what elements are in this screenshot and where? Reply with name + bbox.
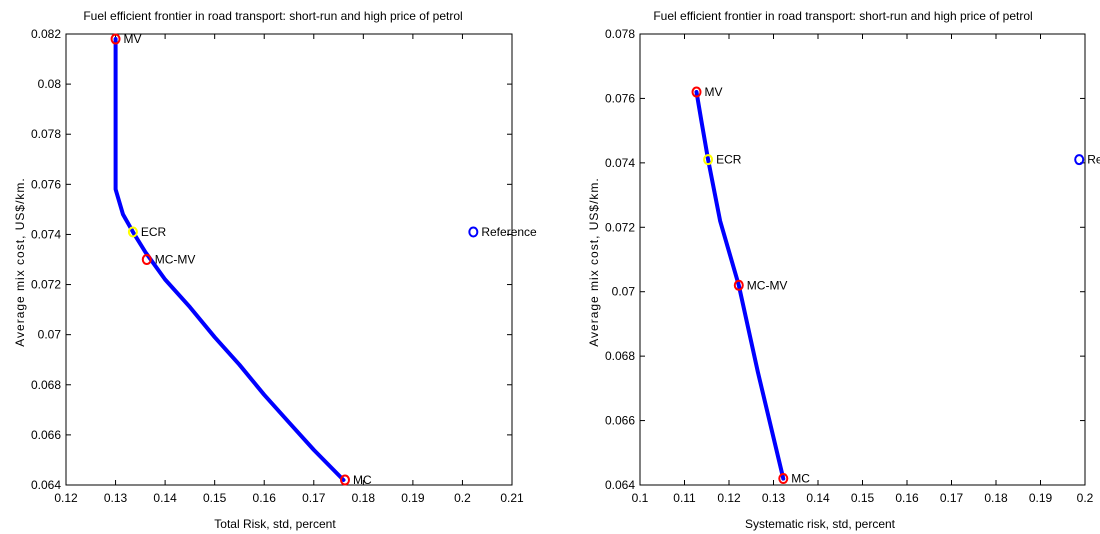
point-label: Referenc [1087,153,1100,167]
point-marker-ecr [703,154,714,166]
x-tick-label: 0.19 [401,491,425,505]
point-marker-mc [778,473,789,485]
x-tick-label: 0.2 [1077,491,1094,505]
x-tick-label: 0.17 [302,491,326,505]
x-tick-label: 0.15 [203,491,227,505]
y-tick-label: 0.078 [31,127,61,141]
y-tick-label: 0.066 [31,428,61,442]
y-axis-label: Average mix cost, US$/km. [587,177,601,347]
point-marker-mv [691,86,702,98]
chart-title: Fuel efficient frontier in road transpor… [653,9,1032,23]
x-tick-label: 0.16 [895,491,919,505]
y-tick-label: 0.072 [31,278,61,292]
chart-title: Fuel efficient frontier in road transpor… [83,9,462,23]
point-label: MV [705,85,723,99]
point-label: MC [791,472,810,486]
y-tick-label: 0.076 [31,177,61,191]
x-tick-label: 0.14 [806,491,830,505]
x-tick-label: 0.18 [984,491,1008,505]
point-label: MC-MV [155,253,196,267]
x-tick-label: 0.18 [352,491,376,505]
x-tick-label: 0.12 [717,491,741,505]
chart-systematic-risk: Fuel efficient frontier in road transpor… [587,9,1100,531]
point-marker-mc [339,474,350,486]
y-tick-label: 0.08 [38,77,62,91]
y-tick-label: 0.068 [605,349,635,363]
y-tick-label: 0.076 [605,91,635,105]
y-tick-label: 0.074 [31,227,61,241]
y-tick-label: 0.07 [612,285,636,299]
point-label: MC [353,473,372,487]
y-tick-label: 0.07 [38,328,62,342]
x-tick-label: 0.15 [851,491,875,505]
y-tick-label: 0.074 [605,156,635,170]
x-axis-label: Total Risk, std, percent [214,517,336,531]
point-marker-mc-mv [733,279,744,291]
point-label: ECR [141,225,167,239]
y-axis-label: Average mix cost, US$/km. [13,177,27,347]
y-tick-label: 0.066 [605,414,635,428]
chart-total-risk: Fuel efficient frontier in road transpor… [13,9,537,531]
x-tick-label: 0.14 [153,491,177,505]
point-label: ECR [716,153,742,167]
x-tick-label: 0.17 [940,491,964,505]
point-marker-ecr [127,226,138,238]
x-tick-label: 0.19 [1029,491,1053,505]
axes-frame [639,33,1086,486]
y-tick-label: 0.064 [31,478,61,492]
axes-frame [65,33,513,486]
x-tick-label: 0.12 [54,491,78,505]
point-label: Reference [481,225,537,239]
point-marker-referenc [1074,154,1085,166]
point-marker-reference [468,226,479,238]
x-tick-label: 0.16 [253,491,277,505]
y-tick-label: 0.078 [605,27,635,41]
x-tick-label: 0.11 [673,491,696,505]
y-tick-label: 0.082 [31,27,61,41]
point-marker-mv [110,33,121,45]
y-tick-label: 0.072 [605,220,635,234]
x-tick-label: 0.2 [454,491,471,505]
point-marker-mc-mv [141,254,152,265]
x-tick-label: 0.21 [500,491,524,505]
y-tick-label: 0.064 [605,478,635,492]
plot-area: 0.12 0.13 0.14 0.15 0.16 0.17 0.18 0.19 0.2 0.21 0… [31,27,537,505]
frontier-line [113,37,346,482]
y-tick-label: 0.068 [31,378,61,392]
frontier-line [694,90,786,481]
plot-area: 0.1 0.11 0.12 0.13 0.14 0.15 0.16 0.17 0.18 0.19 0… [605,27,1100,505]
x-axis-label: Systematic risk, std, percent [745,517,896,531]
x-tick-label: 0.1 [632,491,649,505]
point-label: MV [124,32,142,46]
x-tick-label: 0.13 [762,491,786,505]
x-tick-label: 0.13 [104,491,128,505]
point-label: MC-MV [747,278,788,292]
